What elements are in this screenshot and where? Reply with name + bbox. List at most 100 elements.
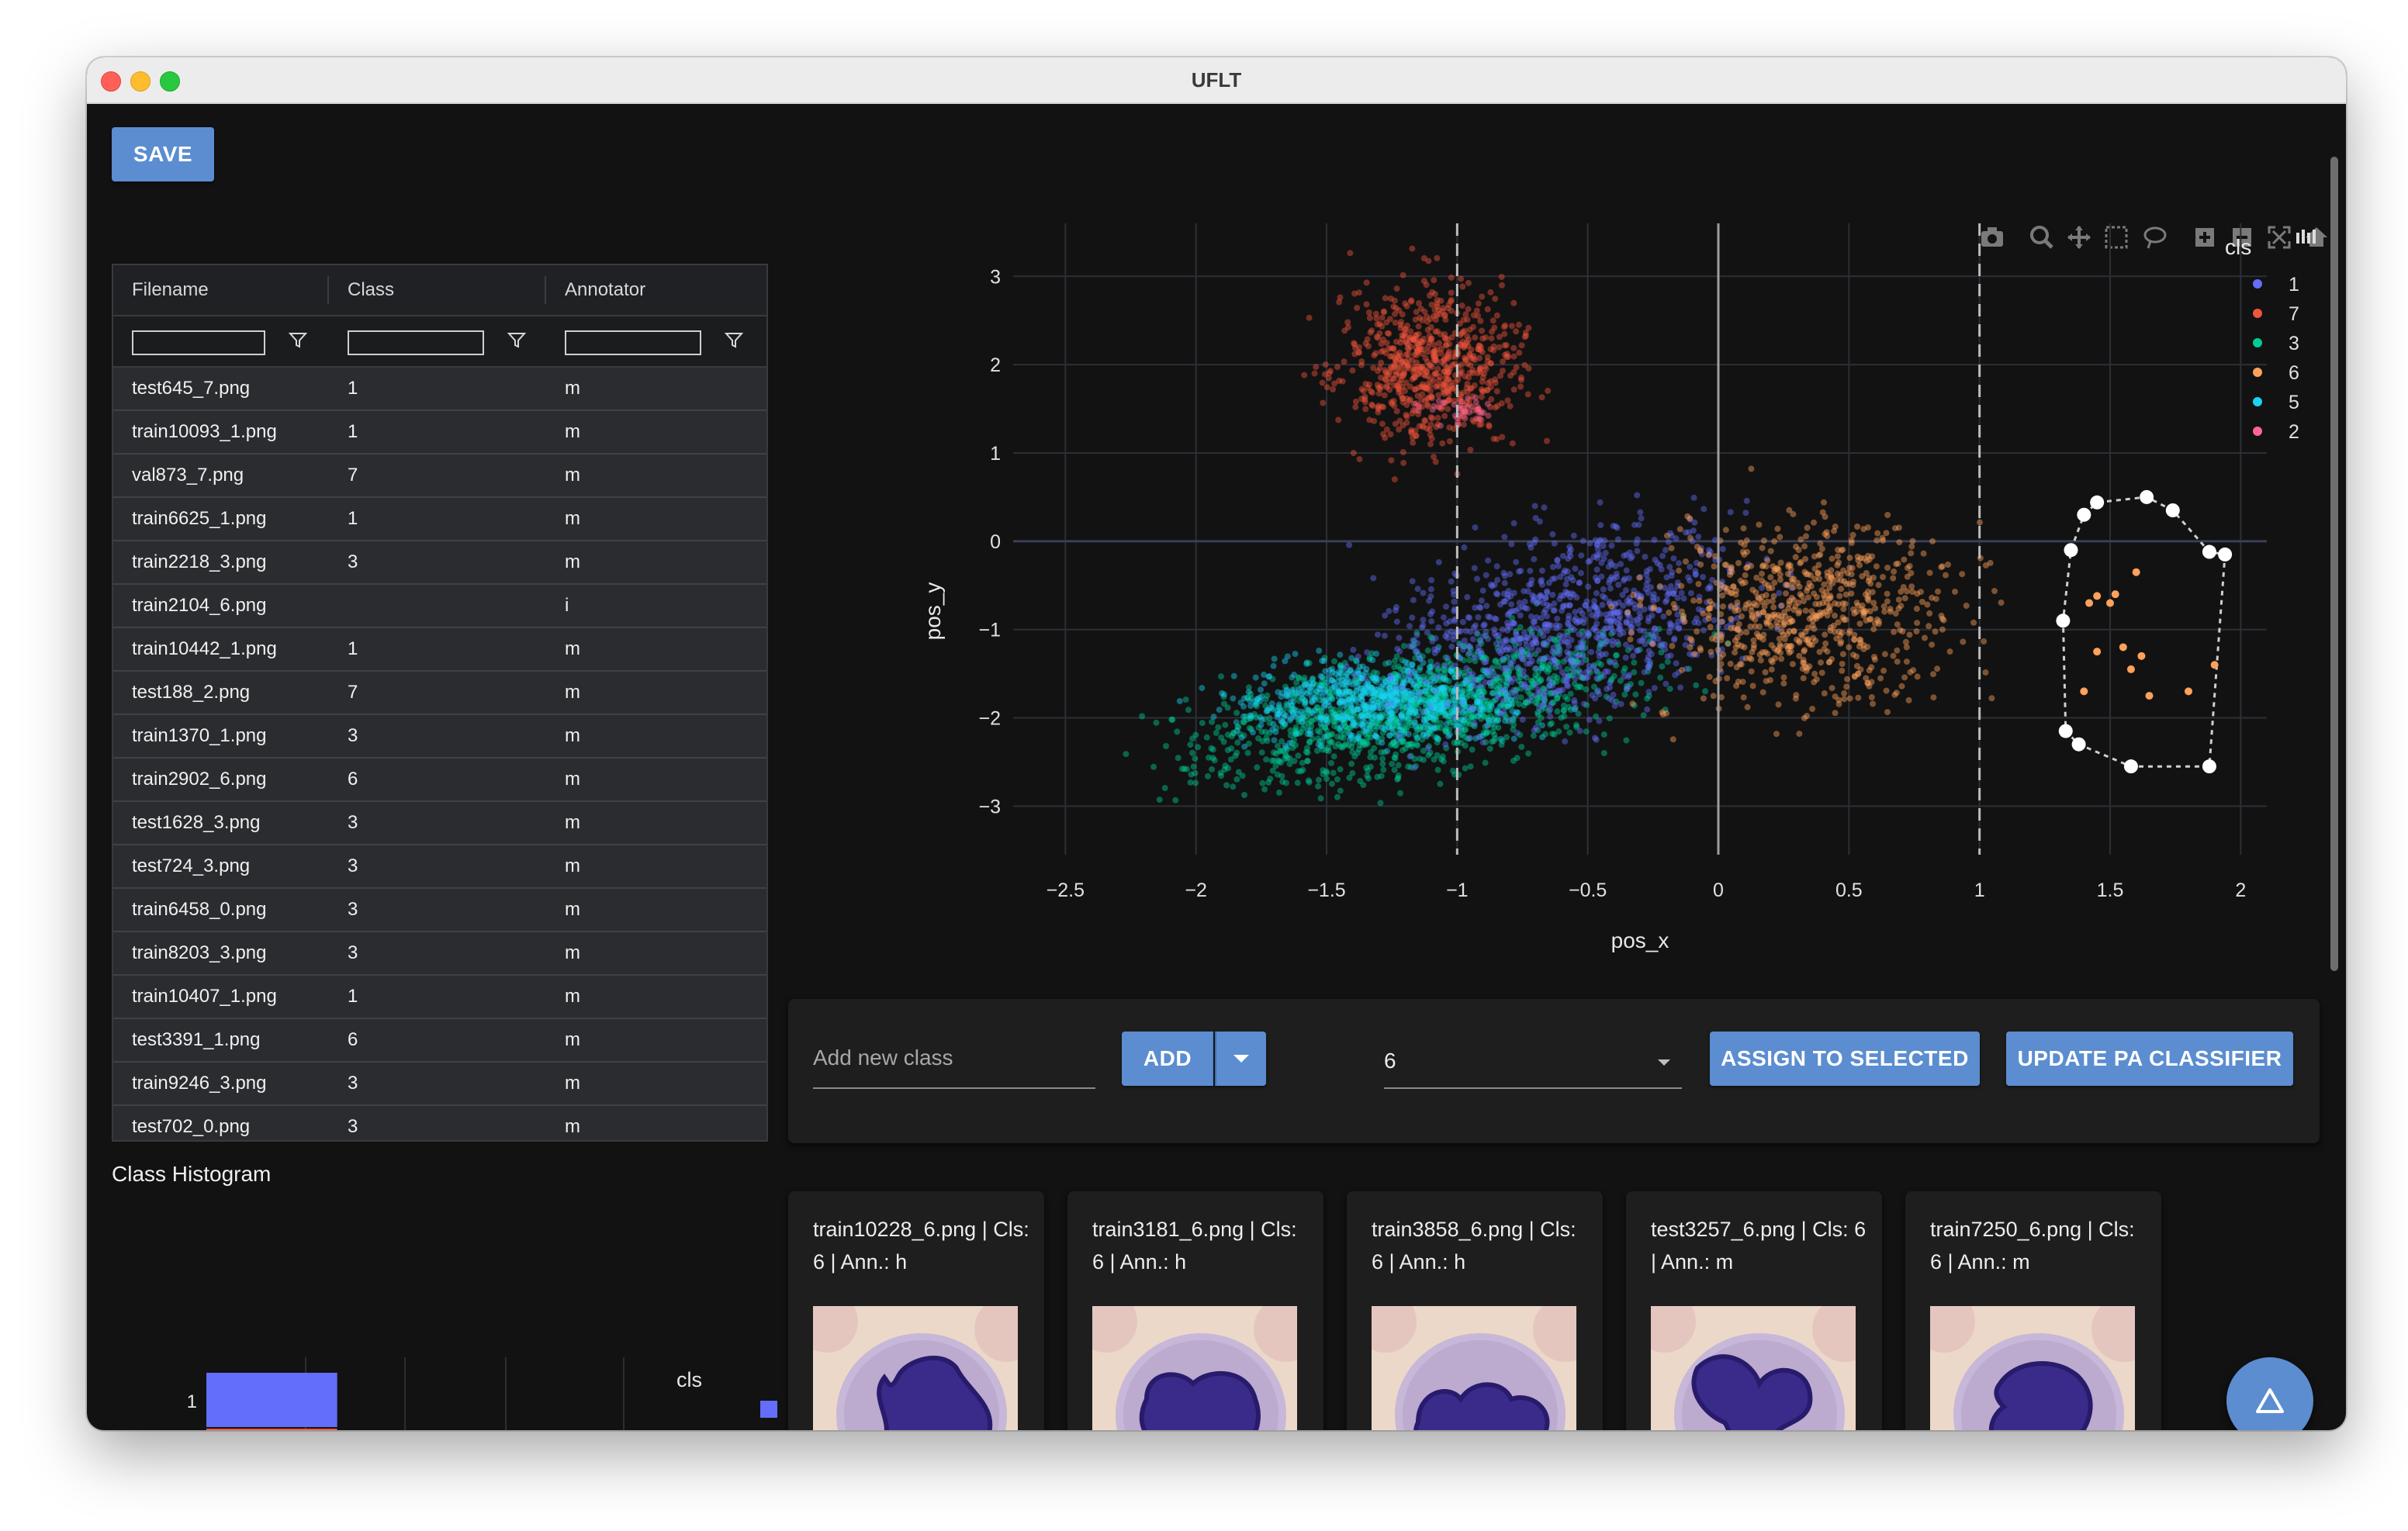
filter-icon[interactable]: [287, 329, 309, 351]
legend-marker[interactable]: [2253, 309, 2262, 318]
scatter-point: [1380, 308, 1387, 315]
scatter-point: [1548, 658, 1555, 664]
zoom-in-icon[interactable]: [2195, 228, 2214, 247]
box-select-icon[interactable]: [2105, 226, 2128, 249]
scatter-point: [1470, 693, 1477, 700]
column-header-annotator[interactable]: Annotator: [565, 279, 646, 300]
image-card[interactable]: train7250_6.png | Cls: 6 | Ann.: m: [1905, 1191, 2161, 1430]
scatter-point: [1562, 738, 1569, 745]
histogram-legend-swatch[interactable]: [760, 1401, 777, 1418]
scatter-point: [1570, 658, 1576, 665]
filter-icon[interactable]: [506, 329, 528, 351]
add-class-dropdown-button[interactable]: [1215, 1032, 1266, 1086]
home-icon[interactable]: [2306, 227, 2327, 247]
add-class-button[interactable]: ADD: [1122, 1032, 1213, 1086]
lasso-vertex-handle[interactable]: [2165, 503, 2180, 517]
close-window-button[interactable]: [101, 71, 121, 92]
table-row[interactable]: test188_2.png 7 m: [113, 672, 766, 715]
scatter-series[interactable]: [1123, 600, 1732, 807]
histogram-bar[interactable]: [206, 1429, 337, 1430]
update-pa-classifier-button[interactable]: UPDATE PA CLASSIFIER: [2006, 1032, 2293, 1086]
table-row[interactable]: test3391_1.png 6 m: [113, 1019, 766, 1063]
scatter-point: [1472, 604, 1479, 611]
annotator-filter-input[interactable]: [565, 330, 701, 355]
lasso-vertex-handle[interactable]: [2064, 543, 2078, 558]
scatter-point: [1306, 738, 1313, 745]
table-row[interactable]: train1370_1.png 3 m: [113, 715, 766, 759]
table-row[interactable]: train10093_1.png 1 m: [113, 411, 766, 454]
lasso-vertex-handle[interactable]: [2202, 759, 2216, 774]
scatter-point: [1419, 695, 1426, 702]
class-select[interactable]: 6: [1384, 1033, 1682, 1089]
legend-marker[interactable]: [2253, 338, 2262, 347]
minimize-window-button[interactable]: [130, 71, 150, 92]
image-card[interactable]: test3257_6.png | Cls: 6 | Ann.: m: [1626, 1191, 1882, 1430]
lasso-vertex-handle[interactable]: [2202, 544, 2216, 559]
image-card[interactable]: train3858_6.png | Cls: 6 | Ann.: h: [1347, 1191, 1603, 1430]
image-card[interactable]: train10228_6.png | Cls: 6 | Ann.: h: [788, 1191, 1044, 1430]
table-row[interactable]: test702_0.png 3 m: [113, 1106, 766, 1140]
column-header-class[interactable]: Class: [348, 279, 395, 300]
table-row[interactable]: test645_7.png 1 m: [113, 368, 766, 411]
scatter-point: [1357, 778, 1364, 785]
pan-icon[interactable]: [2067, 226, 2091, 249]
lasso-vertex-handle[interactable]: [2140, 489, 2154, 504]
scatter-point: [1642, 553, 1649, 560]
lasso-vertex-handle[interactable]: [2058, 724, 2073, 738]
scatter-point: [1397, 690, 1404, 697]
lasso-vertex-handle[interactable]: [2218, 547, 2233, 562]
histogram-bar[interactable]: [206, 1373, 337, 1427]
scatter-point: [1235, 769, 1242, 776]
table-row[interactable]: train6625_1.png 1 m: [113, 498, 766, 541]
column-header-filename[interactable]: Filename: [132, 279, 209, 300]
zoom-icon[interactable]: [2030, 226, 2053, 249]
filter-icon[interactable]: [723, 329, 745, 351]
table-row[interactable]: train2902_6.png 6 m: [113, 759, 766, 802]
scatter-point: [1326, 714, 1333, 721]
lasso-vertex-handle[interactable]: [2077, 507, 2091, 522]
camera-icon[interactable]: [1981, 227, 2003, 247]
class-filter-input[interactable]: [348, 330, 484, 355]
assign-to-selected-button[interactable]: ASSIGN TO SELECTED: [1710, 1032, 1980, 1086]
lasso-icon[interactable]: [2143, 226, 2167, 249]
scatter-point: [1477, 317, 1484, 324]
table-row[interactable]: test1628_3.png 3 m: [113, 802, 766, 845]
scatter-point: [1313, 716, 1320, 723]
save-button[interactable]: SAVE: [112, 127, 214, 181]
autoscale-icon[interactable]: [2268, 226, 2291, 249]
lasso-vertex-handle[interactable]: [2056, 613, 2071, 628]
image-card[interactable]: train3181_6.png | Cls: 6 | Ann.: h: [1067, 1191, 1323, 1430]
table-row[interactable]: train2218_3.png 3 m: [113, 541, 766, 585]
table-row[interactable]: train10407_1.png 1 m: [113, 976, 766, 1019]
lasso-vertex-handle[interactable]: [2123, 759, 2138, 774]
table-row[interactable]: train9246_3.png 3 m: [113, 1063, 766, 1106]
table-row[interactable]: train6458_0.png 3 m: [113, 889, 766, 932]
table-row[interactable]: train2104_6.png i: [113, 585, 766, 628]
table-row[interactable]: train10442_1.png 1 m: [113, 628, 766, 672]
scatter-point: [1396, 349, 1403, 356]
scatter-point: [1393, 692, 1399, 699]
page-scrollbar[interactable]: [2330, 157, 2338, 971]
legend-marker[interactable]: [2253, 368, 2262, 377]
maximize-window-button[interactable]: [160, 71, 180, 92]
table-row[interactable]: train8203_3.png 3 m: [113, 932, 766, 976]
lasso-vertex-handle[interactable]: [2090, 495, 2105, 510]
filename-filter-input[interactable]: [132, 330, 265, 355]
legend-marker[interactable]: [2253, 427, 2262, 436]
table-row[interactable]: test724_3.png 3 m: [113, 845, 766, 889]
scatter-point: [1483, 655, 1490, 662]
scatter-point: [1638, 515, 1645, 522]
scatter-point: [1441, 662, 1448, 669]
plotly-logo-icon[interactable]: [2296, 230, 2316, 244]
legend-marker[interactable]: [2253, 397, 2262, 406]
scroll-top-button[interactable]: [2226, 1357, 2313, 1430]
scatter-point: [1415, 323, 1422, 330]
new-class-input[interactable]: Add new class: [813, 1033, 1095, 1089]
lasso-selection[interactable]: [2061, 496, 2226, 768]
lasso-vertex-handle[interactable]: [2071, 737, 2086, 752]
zoom-out-icon[interactable]: [2233, 228, 2251, 247]
scatter-point: [1403, 724, 1410, 731]
legend-marker[interactable]: [2253, 279, 2262, 289]
table-row[interactable]: val873_7.png 7 m: [113, 454, 766, 498]
